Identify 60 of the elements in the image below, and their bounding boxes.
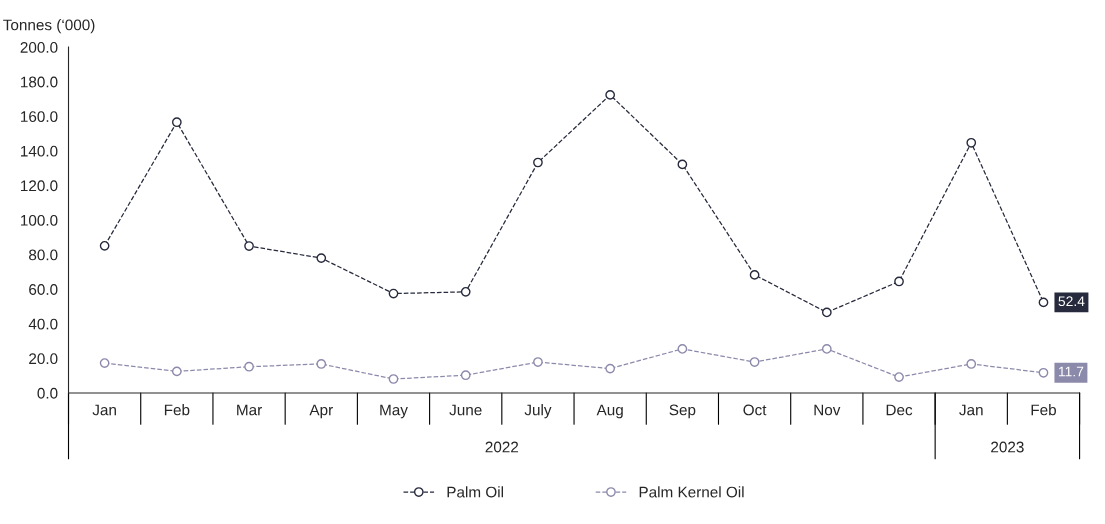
x-tick-label: Nov [814,404,841,416]
point [171,366,182,377]
y-tick-label: 120.0 [21,180,58,192]
point [894,372,904,382]
x-tick-label: Dec [886,404,913,416]
y-tick-label: 60.0 [29,284,58,295]
point [316,253,327,263]
point [966,137,977,148]
point [677,159,688,170]
point [821,307,832,318]
x-tick-label: Mar [237,404,262,416]
point [605,90,616,100]
point [749,357,760,367]
x-tick-label: Feb [1031,404,1056,416]
point [171,117,182,128]
x-tick-label: Oct [743,404,767,416]
data-label: 52.4 [1058,296,1085,307]
point [316,359,327,369]
y-tick-label: 200.0 [20,42,58,53]
text: 2023 [991,441,1024,453]
point [99,358,110,368]
point [460,370,471,381]
point [821,344,832,354]
point [99,240,110,251]
x-tick-label: July [524,404,552,419]
y-axis-title: Tonnes (‘000) [3,19,95,34]
x-tick-label: Feb [164,404,190,416]
y-tick-label: 100.0 [21,214,58,226]
point [244,241,254,251]
point [894,276,904,287]
x-tick-label: Sep [669,404,696,419]
x-tick-label: Jan [959,404,983,416]
y-tick-label: 160.0 [21,111,58,123]
point [460,286,471,297]
x-tick-label: Jan [92,404,116,416]
x-tick-label: Apr [309,404,333,419]
point [605,363,616,374]
point [388,374,399,384]
point [1038,367,1049,378]
point [1038,297,1049,308]
legend-label: Palm Kernel Oil [639,486,744,498]
data-label: 11.7 [1058,366,1084,377]
x-tick-label: May [380,404,408,419]
y-tick-label: 40.0 [28,318,58,330]
y-tick-label: 0.0 [37,387,58,399]
point [677,344,688,354]
y-tick-label: 80.0 [29,249,58,261]
point [749,270,760,280]
point [388,288,399,299]
point [533,157,543,168]
y-tick-label: 140.0 [21,145,58,157]
point [533,357,543,367]
point [966,359,977,369]
y-tick-label: 20.0 [29,353,58,365]
text: 2022 [485,441,519,453]
x-tick-label: June [449,404,482,416]
legend-label: Palm Oil [447,486,503,498]
y-tick-label: 180.0 [21,76,58,88]
point [244,361,254,372]
x-tick-label: Aug [596,404,623,419]
